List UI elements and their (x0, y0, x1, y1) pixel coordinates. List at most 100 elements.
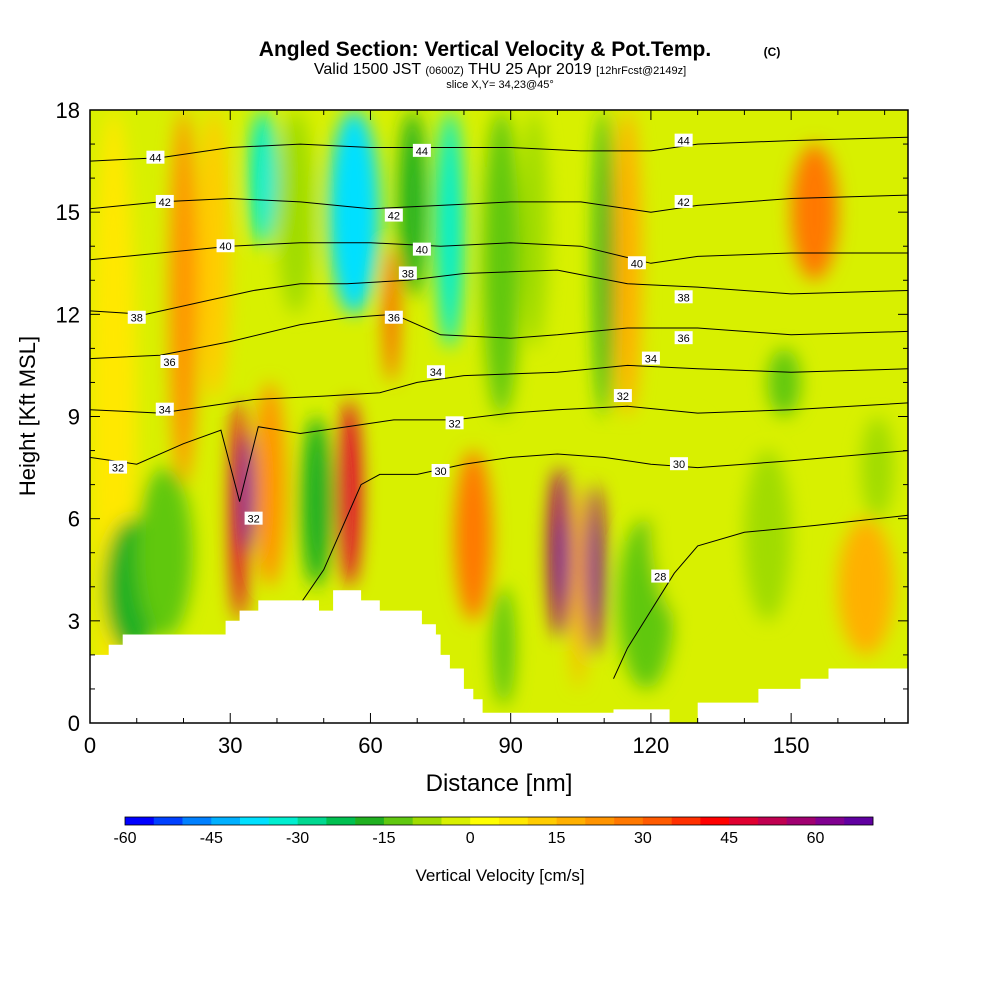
colorbar-swatch (729, 817, 759, 825)
isentrope-label-text: 30 (673, 459, 685, 471)
isentrope-label-32: 32 (445, 416, 464, 430)
chart-title: Angled Section: Vertical Velocity & Pot.… (259, 38, 711, 61)
isentrope-label-bg (674, 331, 693, 345)
colorbar-swatch (614, 817, 644, 825)
isentrope-label-text: 36 (678, 333, 690, 345)
isentrope-30 (276, 450, 908, 639)
y-tick-label: 12 (56, 302, 80, 327)
isentrope-label-text: 30 (434, 466, 446, 478)
isentrope-label-40: 40 (216, 239, 235, 253)
isentrope-label-36: 36 (674, 331, 693, 345)
isentrope-label-text: 42 (678, 197, 690, 209)
colorbar-frame (124, 816, 874, 826)
x-tick-label: 0 (84, 733, 96, 758)
velocity-cell-32 (837, 518, 894, 655)
isentrope-label-44: 44 (674, 133, 693, 148)
colorbar-swatch (470, 817, 500, 825)
isentrope-label-bg (127, 310, 146, 324)
colorbar-tick-label: -30 (286, 830, 309, 847)
isentrope-label-44: 44 (146, 150, 165, 165)
isentrope-label-40: 40 (412, 242, 431, 257)
isentrope-label-34: 34 (426, 365, 445, 379)
isentrope-label-32: 32 (244, 511, 263, 526)
isentrope-label-bg (613, 389, 632, 403)
isentrope-label-bg (674, 133, 693, 147)
colorbar-tick-label: -60 (113, 830, 136, 847)
isentrope-label-text: 28 (654, 572, 666, 584)
isentrope-label-bg (160, 355, 179, 369)
y-tick-label: 3 (68, 609, 80, 634)
velocity-cell-16 (454, 450, 492, 621)
velocity-cell-15 (435, 110, 464, 349)
isentrope-label-30: 30 (431, 463, 450, 478)
y-tick-label: 9 (68, 405, 80, 430)
isentrope-label-36: 36 (160, 355, 179, 369)
colorbar-tick-label: 0 (466, 830, 475, 847)
velocity-cell-21 (557, 518, 567, 604)
isentrope-label-bg (384, 208, 403, 222)
isentrope-label-bg (674, 290, 693, 304)
isentrope-label-text: 42 (159, 197, 171, 209)
y-axis-label: Height [Kft MSL] (15, 336, 40, 496)
isentrope-38 (90, 269, 908, 315)
isentrope-42 (90, 194, 908, 213)
isentrope-label-bg (244, 511, 263, 525)
subtitle-utc: (0600Z) (425, 65, 464, 77)
isentrope-label-bg (445, 416, 464, 430)
y-tick-label: 15 (56, 200, 80, 225)
plot-area: 2830323436384042444444424240403838363634… (90, 110, 908, 723)
colorbar-tick-label: 30 (634, 830, 652, 847)
velocity-cell-2 (136, 467, 193, 638)
velocity-cell-19 (520, 110, 549, 349)
subtitle-date: THU 25 Apr 2019 (468, 61, 592, 78)
velocity-cell-24 (590, 518, 600, 621)
isentrope-label-bg (146, 150, 165, 164)
x-tick-label: 150 (773, 733, 810, 758)
isentrope-label-42: 42 (674, 194, 693, 209)
colorbar-swatch (182, 817, 212, 825)
colorbar-swatch (125, 817, 155, 825)
colorbar-swatch (844, 817, 874, 825)
isentrope-label-bg (384, 310, 403, 324)
isentrope-label-38: 38 (127, 310, 146, 325)
x-tick-label: 90 (498, 733, 522, 758)
velocity-cell-33 (861, 416, 894, 519)
chart-slice-info: slice X,Y= 34,23@45° (446, 79, 554, 91)
isentrope-label-text: 32 (112, 463, 124, 475)
isentrope-34 (90, 364, 908, 414)
isentrope-label-38: 38 (398, 266, 417, 280)
isentrope-label-36: 36 (384, 310, 403, 325)
velocity-cell-12 (328, 110, 380, 315)
isentrope-label-bg (674, 194, 693, 208)
isentrope-label-text: 44 (416, 146, 428, 158)
colorbar-label: Vertical Velocity [cm/s] (415, 866, 584, 885)
colorbar-swatch (815, 817, 845, 825)
isentrope-44 (90, 136, 908, 162)
isentrope-36 (90, 313, 908, 360)
isentrope-label-text: 40 (416, 245, 428, 257)
isentrope-label-text: 38 (402, 268, 414, 280)
colorbar-swatch (786, 817, 816, 825)
colorbar-swatch (412, 817, 442, 825)
colorbar-swatch (240, 817, 270, 825)
isentrope-label-bg (398, 266, 417, 280)
x-tick-label: 30 (218, 733, 242, 758)
isentrope-label-34: 34 (641, 351, 660, 366)
isentrope-label-30: 30 (669, 457, 688, 471)
isentrope-label-text: 34 (430, 367, 442, 379)
colorbar-swatch (700, 817, 730, 825)
colorbar-tick-label: -45 (200, 830, 223, 847)
chart-subtitle: Valid 1500 JST (0600Z) THU 25 Apr 2019 [… (314, 61, 686, 78)
isentrope-label-text: 40 (219, 241, 231, 253)
velocity-cell-11 (337, 399, 362, 587)
velocity-cell-31 (791, 144, 838, 281)
isentrope-32 (90, 402, 908, 502)
colorbar (124, 816, 874, 826)
isentrope-label-bg (669, 457, 688, 471)
velocity-cell-10 (276, 110, 315, 315)
isentrope-label-text: 38 (131, 313, 143, 325)
velocity-cell-7 (253, 382, 287, 587)
isentrope-label-bg (412, 143, 431, 157)
